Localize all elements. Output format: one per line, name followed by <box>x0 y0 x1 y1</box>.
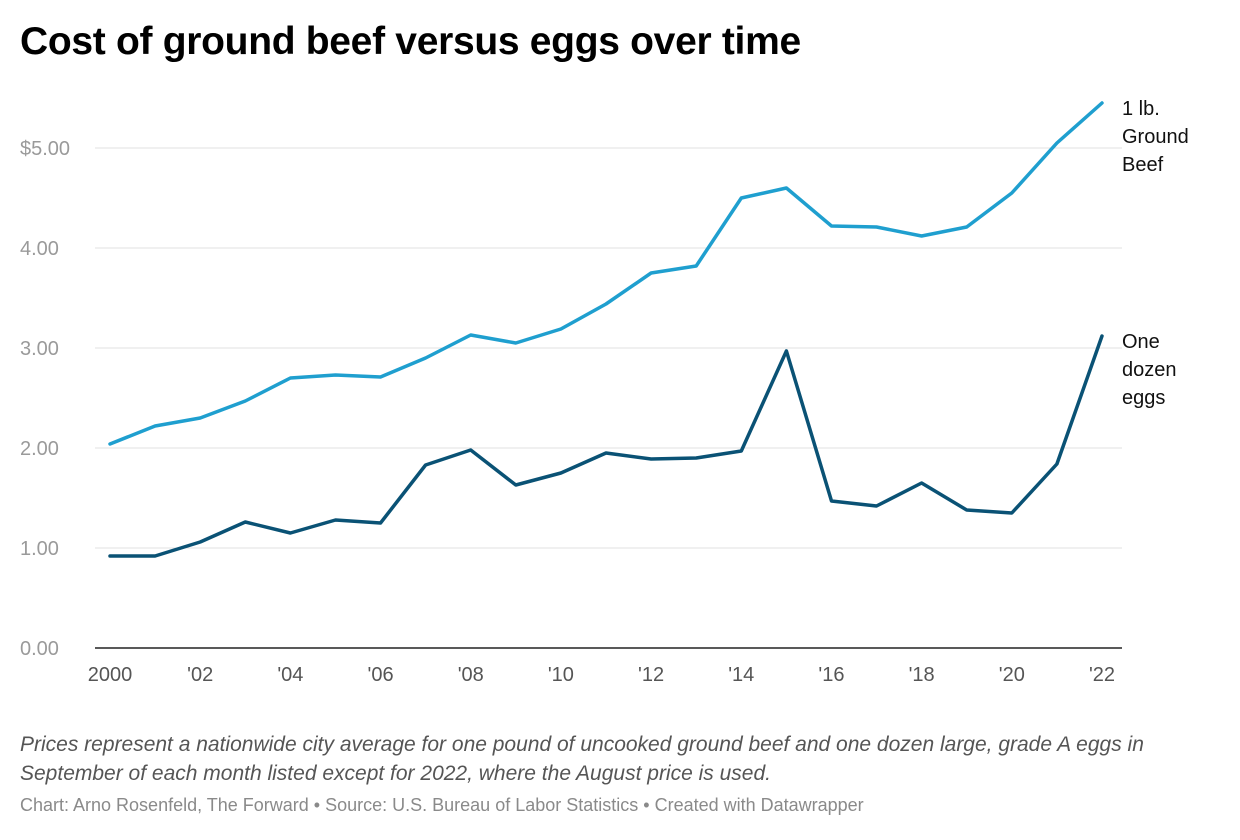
x-axis-ticks: 2000 '02 '04 '06 '08 '10 '12 '14 '16 '18 '20 '22 <box>88 664 1115 686</box>
y-tick-label: 3.00 <box>20 338 59 360</box>
series-label-2: eggs <box>1122 387 1165 409</box>
series-lines <box>108 101 1104 558</box>
x-tick-label: '10 <box>548 664 574 686</box>
series-labels: 1 lb. Ground Beef One dozen eggs <box>1122 98 1189 409</box>
series-label-1: 1 lb. <box>1122 98 1160 120</box>
x-tick-label: '04 <box>277 664 303 686</box>
series-label-2: dozen <box>1122 359 1177 381</box>
x-tick-label: '16 <box>818 664 844 686</box>
x-tick-label: '14 <box>728 664 754 686</box>
series-label-2: One <box>1122 331 1160 353</box>
y-tick-label: $5.00 <box>20 138 70 160</box>
chart-note: Prices represent a nationwide city avera… <box>20 733 1144 785</box>
chart-credit: Chart: Arno Rosenfeld, The Forward • Sou… <box>20 795 864 815</box>
line-chart: 0.00 1.00 2.00 3.00 4.00 $5.00 2000 '02 '04 '06 '… <box>20 98 1189 686</box>
chart-title: Cost of ground beef versus eggs over tim… <box>20 20 801 63</box>
y-tick-label: 1.00 <box>20 538 59 560</box>
x-tick-label: 2000 <box>88 664 133 686</box>
series-label-1: Ground <box>1122 126 1189 148</box>
x-tick-label: '08 <box>458 664 484 686</box>
y-tick-label: 2.00 <box>20 438 59 460</box>
x-tick-label: '22 <box>1089 664 1115 686</box>
x-tick-label: '02 <box>187 664 213 686</box>
x-tick-label: '06 <box>368 664 394 686</box>
y-tick-label: 4.00 <box>20 238 59 260</box>
gridlines <box>95 147 1122 549</box>
y-axis-ticks: 0.00 1.00 2.00 3.00 4.00 $5.00 <box>20 138 70 660</box>
series-line-2 <box>108 334 1104 558</box>
series-line-1 <box>108 101 1104 446</box>
x-tick-label: '18 <box>909 664 935 686</box>
x-tick-label: '12 <box>638 664 664 686</box>
series-label-1: Beef <box>1122 154 1164 176</box>
y-tick-label: 0.00 <box>20 638 59 660</box>
x-tick-label: '20 <box>999 664 1025 686</box>
